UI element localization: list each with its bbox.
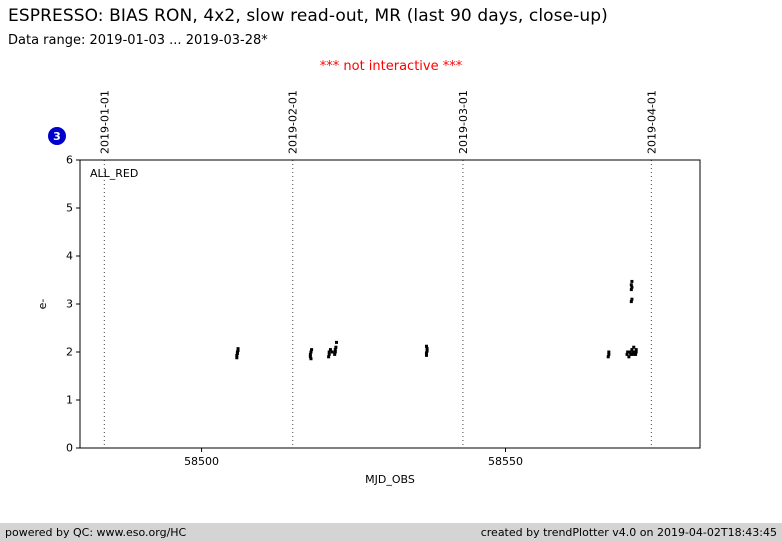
data-point [308, 352, 312, 356]
data-point [607, 350, 611, 354]
data-point [333, 348, 337, 352]
data-point [634, 348, 638, 352]
count-badge[interactable]: 3 [48, 127, 66, 145]
y-tick-label: 3 [66, 298, 73, 311]
month-gridline-label: 2019-01-01 [98, 90, 111, 154]
data-point [335, 340, 339, 344]
data-point [308, 355, 312, 359]
data-point [634, 352, 638, 356]
page-title: ESPRESSO: BIAS RON, 4x2, slow read-out, … [8, 6, 608, 26]
data-point [425, 347, 429, 351]
data-range-subtitle: Data range: 2019-01-03 ... 2019-03-28* [8, 33, 268, 48]
data-point [631, 350, 635, 354]
y-tick-label: 4 [66, 250, 73, 263]
data-point [632, 345, 636, 349]
x-tick-label: 58500 [184, 455, 219, 468]
data-point [630, 285, 634, 289]
data-point [424, 351, 428, 355]
footer-bar: powered by QC: www.eso.org/HC created by… [0, 523, 782, 542]
legend-label: ALL_RED [90, 167, 138, 180]
data-point [606, 355, 610, 359]
data-point [334, 345, 338, 349]
data-point [630, 297, 634, 301]
data-point [626, 350, 630, 354]
data-point [309, 350, 313, 354]
data-point [327, 352, 331, 356]
data-point [630, 279, 634, 283]
data-point [629, 288, 633, 292]
data-point [627, 355, 631, 359]
data-point [236, 349, 240, 353]
y-tick-label: 1 [66, 394, 73, 407]
month-gridline-label: 2019-03-01 [457, 90, 470, 154]
plot-border [79, 159, 701, 449]
month-gridline-label: 2019-02-01 [287, 90, 300, 154]
data-point [235, 353, 239, 357]
footer-link[interactable]: powered by QC: www.eso.org/HC [5, 526, 187, 539]
data-point [333, 352, 337, 356]
y-axis-label: e- [36, 299, 49, 310]
scatter-plot-svg: 2019-01-01 2019-02-01 2019-03-01 2019-04-01… [36, 90, 701, 486]
footer-credit: created by trendPlotter v4.0 on 2019-04-… [480, 526, 777, 539]
data-point [327, 355, 331, 359]
data-point [625, 352, 629, 356]
data-point [629, 283, 633, 287]
data-point [236, 347, 240, 351]
y-tick-label: 5 [66, 202, 73, 215]
data-point [425, 349, 429, 353]
data-point [629, 300, 633, 304]
trend-chart: 2019-01-01 2019-02-01 2019-03-01 2019-04-01… [0, 80, 782, 520]
data-point [629, 352, 633, 356]
data-point [607, 352, 611, 356]
data-point [309, 357, 313, 361]
x-tick-label: 58550 [488, 455, 523, 468]
y-tick-label: 0 [66, 442, 73, 455]
count-badge-label: 3 [53, 129, 61, 143]
data-point [327, 350, 331, 354]
data-point [328, 348, 332, 352]
data-point [330, 350, 334, 354]
data-point [424, 353, 428, 357]
data-point [333, 350, 337, 354]
data-point [631, 352, 635, 356]
not-interactive-notice: *** not interactive *** [319, 59, 463, 74]
month-gridline-label: 2019-04-01 [645, 90, 658, 154]
data-point [424, 344, 428, 348]
x-axis-label: MJD_OBS [365, 473, 415, 486]
data-point [630, 348, 634, 352]
y-tick-label: 6 [66, 154, 73, 167]
data-point [634, 350, 638, 354]
data-point [310, 348, 314, 352]
y-tick-label: 2 [66, 346, 73, 359]
data-point [628, 350, 632, 354]
data-point [235, 356, 239, 360]
